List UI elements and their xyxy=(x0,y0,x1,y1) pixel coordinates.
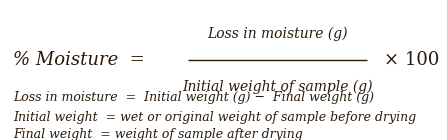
Text: Initial weight of sample (g): Initial weight of sample (g) xyxy=(182,80,372,94)
Text: Final weight  = weight of sample after drying: Final weight = weight of sample after dr… xyxy=(13,128,303,140)
Text: × 100: × 100 xyxy=(384,51,440,69)
Text: % Moisture  =: % Moisture = xyxy=(13,51,145,69)
Text: Loss in moisture  =  Initial weight (g) −  Final weight (g): Loss in moisture = Initial weight (g) − … xyxy=(13,92,375,104)
Text: Loss in moisture (g): Loss in moisture (g) xyxy=(207,26,347,41)
Text: Initial weight  = wet or original weight of sample before drying: Initial weight = wet or original weight … xyxy=(13,111,417,124)
